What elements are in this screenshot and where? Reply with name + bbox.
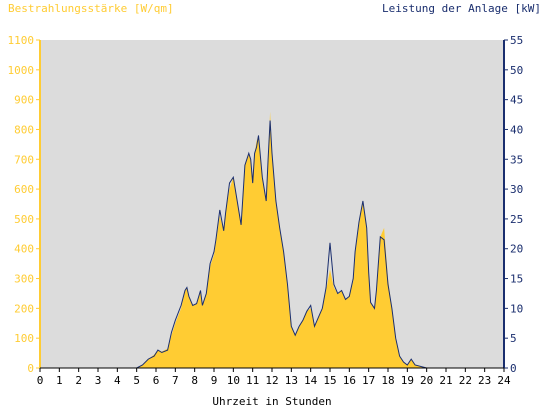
power-line-series bbox=[40, 120, 504, 369]
left-tick-label: 400 bbox=[14, 243, 34, 256]
right-tick-label: 50 bbox=[510, 64, 523, 77]
x-tick-label: 6 bbox=[153, 374, 160, 387]
left-tick-label: 1100 bbox=[8, 34, 35, 47]
x-axis-title: Uhrzeit in Stunden bbox=[212, 395, 331, 408]
left-axis-title: Bestrahlungsstärke [W/qm] bbox=[8, 2, 174, 15]
left-tick-label: 100 bbox=[14, 332, 34, 345]
right-tick-label: 25 bbox=[510, 213, 523, 226]
right-tick-label: 40 bbox=[510, 123, 523, 136]
x-tick-label: 2 bbox=[75, 374, 82, 387]
x-tick-label: 19 bbox=[401, 374, 414, 387]
x-axis-ticks: 0 1 2 3 4 5 6 7 8 9 10 11 12 13 14 15 16 17 18 19 20 21 22 23 24 bbox=[37, 368, 511, 387]
x-tick-label: 13 bbox=[285, 374, 298, 387]
left-axis-ticks: 0 100 200 300 400 500 600 700 800 900 1000 1100 bbox=[8, 34, 40, 375]
x-tick-label: 16 bbox=[343, 374, 356, 387]
x-tick-label: 11 bbox=[246, 374, 259, 387]
x-tick-label: 20 bbox=[420, 374, 433, 387]
right-axis-ticks: 0 5 10 15 20 25 30 35 40 45 50 55 bbox=[504, 34, 523, 375]
right-tick-label: 45 bbox=[510, 94, 523, 107]
x-tick-label: 21 bbox=[439, 374, 452, 387]
right-tick-label: 20 bbox=[510, 243, 523, 256]
x-tick-label: 9 bbox=[211, 374, 218, 387]
x-tick-label: 3 bbox=[95, 374, 102, 387]
left-tick-label: 900 bbox=[14, 94, 34, 107]
x-tick-label: 8 bbox=[191, 374, 198, 387]
right-tick-label: 15 bbox=[510, 273, 523, 286]
left-tick-label: 0 bbox=[27, 362, 34, 375]
x-tick-label: 1 bbox=[56, 374, 63, 387]
right-tick-label: 30 bbox=[510, 183, 523, 196]
left-tick-label: 600 bbox=[14, 183, 34, 196]
x-tick-label: 17 bbox=[362, 374, 375, 387]
left-tick-label: 800 bbox=[14, 123, 34, 136]
left-tick-label: 1000 bbox=[8, 64, 35, 77]
right-tick-label: 5 bbox=[510, 332, 517, 345]
right-tick-label: 10 bbox=[510, 302, 523, 315]
x-tick-label: 7 bbox=[172, 374, 179, 387]
x-tick-label: 14 bbox=[304, 374, 318, 387]
x-tick-label: 24 bbox=[497, 374, 511, 387]
x-tick-label: 0 bbox=[37, 374, 44, 387]
x-tick-label: 5 bbox=[133, 374, 140, 387]
x-tick-label: 15 bbox=[323, 374, 336, 387]
x-tick-label: 10 bbox=[227, 374, 240, 387]
x-tick-label: 4 bbox=[114, 374, 121, 387]
x-tick-label: 22 bbox=[459, 374, 472, 387]
x-tick-label: 12 bbox=[265, 374, 278, 387]
right-tick-label: 0 bbox=[510, 362, 517, 375]
left-tick-label: 500 bbox=[14, 213, 34, 226]
right-tick-label: 55 bbox=[510, 34, 523, 47]
left-tick-label: 300 bbox=[14, 273, 34, 286]
right-axis-title: Leistung der Anlage [kW] bbox=[382, 2, 541, 15]
right-tick-label: 35 bbox=[510, 153, 523, 166]
left-tick-label: 200 bbox=[14, 302, 34, 315]
x-tick-label: 18 bbox=[381, 374, 394, 387]
irradiance-area-series bbox=[40, 111, 504, 368]
x-tick-label: 23 bbox=[478, 374, 491, 387]
left-tick-label: 700 bbox=[14, 153, 34, 166]
series-layer bbox=[40, 111, 504, 369]
